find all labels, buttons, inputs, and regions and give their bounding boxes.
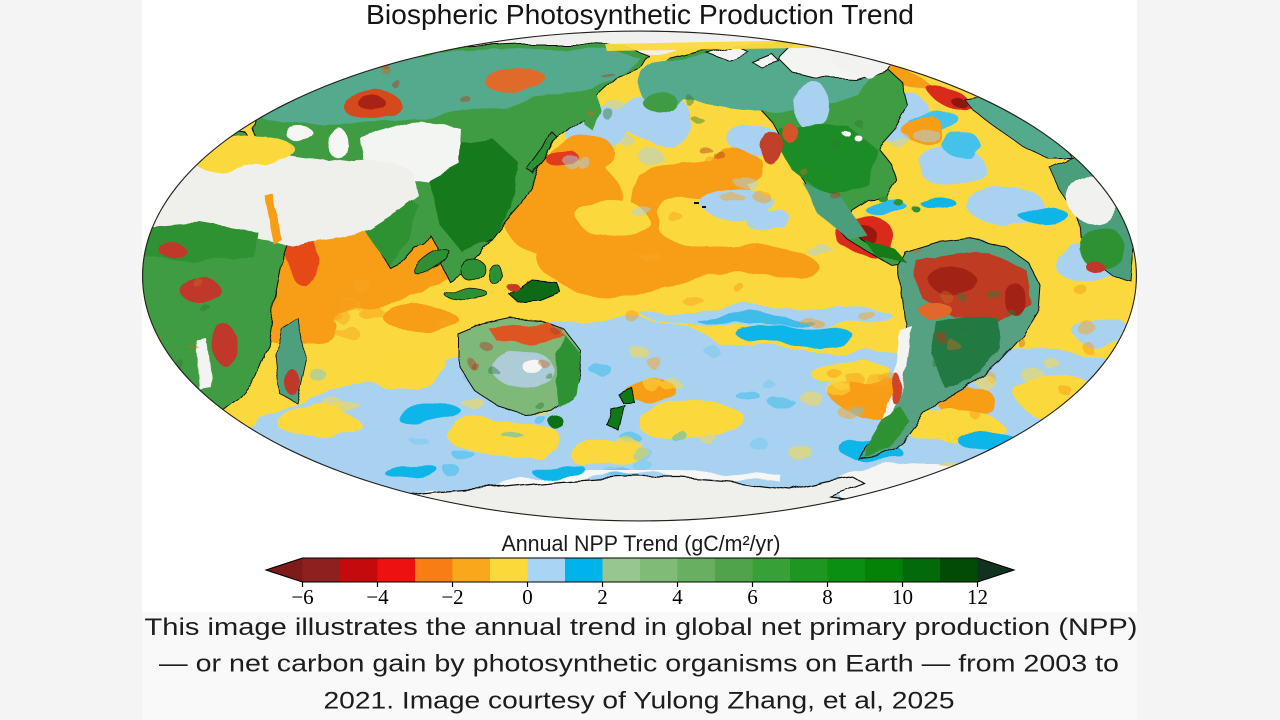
- svg-text:2: 2: [597, 585, 608, 609]
- svg-text:Biospheric Photosynthetic Prod: Biospheric Photosynthetic Production Tre…: [366, 0, 914, 30]
- svg-text:This image illustrates the ann: This image illustrates the annual trend …: [145, 614, 1138, 641]
- svg-text:2021. Image courtesy of Yulong: 2021. Image courtesy of Yulong Zhang, et…: [324, 688, 955, 715]
- svg-text:8: 8: [822, 585, 833, 609]
- svg-text:12: 12: [967, 585, 988, 609]
- svg-text:4: 4: [672, 585, 683, 609]
- svg-text:−6: −6: [291, 585, 313, 609]
- svg-text:−2: −2: [441, 585, 463, 609]
- svg-text:0: 0: [522, 585, 533, 609]
- svg-text:— or net carbon gain by photos: — or net carbon gain by photosynthetic o…: [159, 651, 1119, 678]
- svg-text:6: 6: [747, 585, 758, 609]
- svg-text:−4: −4: [366, 585, 389, 609]
- svg-text:10: 10: [892, 585, 913, 609]
- svg-text:Annual NPP Trend (gC/m²/yr): Annual NPP Trend (gC/m²/yr): [502, 531, 781, 556]
